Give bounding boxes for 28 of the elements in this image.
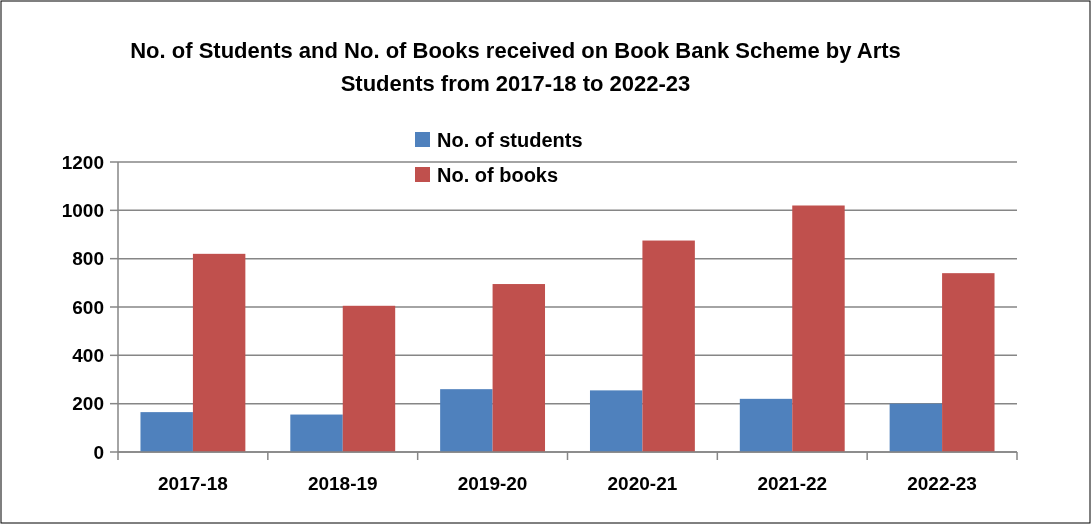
y-tick-label: 0 bbox=[93, 441, 104, 463]
y-tick-label: 200 bbox=[72, 393, 104, 415]
x-tick-label: 2017-18 bbox=[158, 473, 228, 494]
bar bbox=[140, 412, 193, 452]
y-tick-label: 400 bbox=[72, 344, 104, 366]
y-tick-label: 800 bbox=[72, 248, 104, 270]
bar bbox=[492, 284, 546, 452]
bar bbox=[342, 305, 396, 452]
x-tick-label: 2019-20 bbox=[457, 473, 528, 494]
legend-label: No. of students bbox=[437, 129, 583, 151]
bar bbox=[942, 273, 995, 452]
y-tick-label: 1200 bbox=[61, 151, 104, 173]
bar bbox=[440, 389, 493, 452]
x-tick-label: 2020-21 bbox=[607, 473, 678, 494]
y-tick-label: 1000 bbox=[61, 199, 104, 221]
x-tick-label: 2021-22 bbox=[757, 473, 828, 494]
y-tick-label: 600 bbox=[72, 296, 104, 318]
legend-label: No. of books bbox=[437, 164, 559, 186]
bar bbox=[739, 398, 793, 452]
chart-title: No. of Students and No. of Books received on Book Bank Scheme by Arts Students from 2017-18 to 2022-23 bbox=[130, 38, 901, 96]
bar bbox=[792, 205, 845, 452]
x-tick-label: 2018-19 bbox=[307, 473, 378, 494]
bar bbox=[889, 403, 943, 452]
bar bbox=[642, 240, 695, 452]
x-tick-label: 2022-23 bbox=[907, 473, 977, 494]
bar bbox=[192, 253, 246, 452]
bar bbox=[290, 414, 343, 452]
bar bbox=[589, 390, 643, 452]
